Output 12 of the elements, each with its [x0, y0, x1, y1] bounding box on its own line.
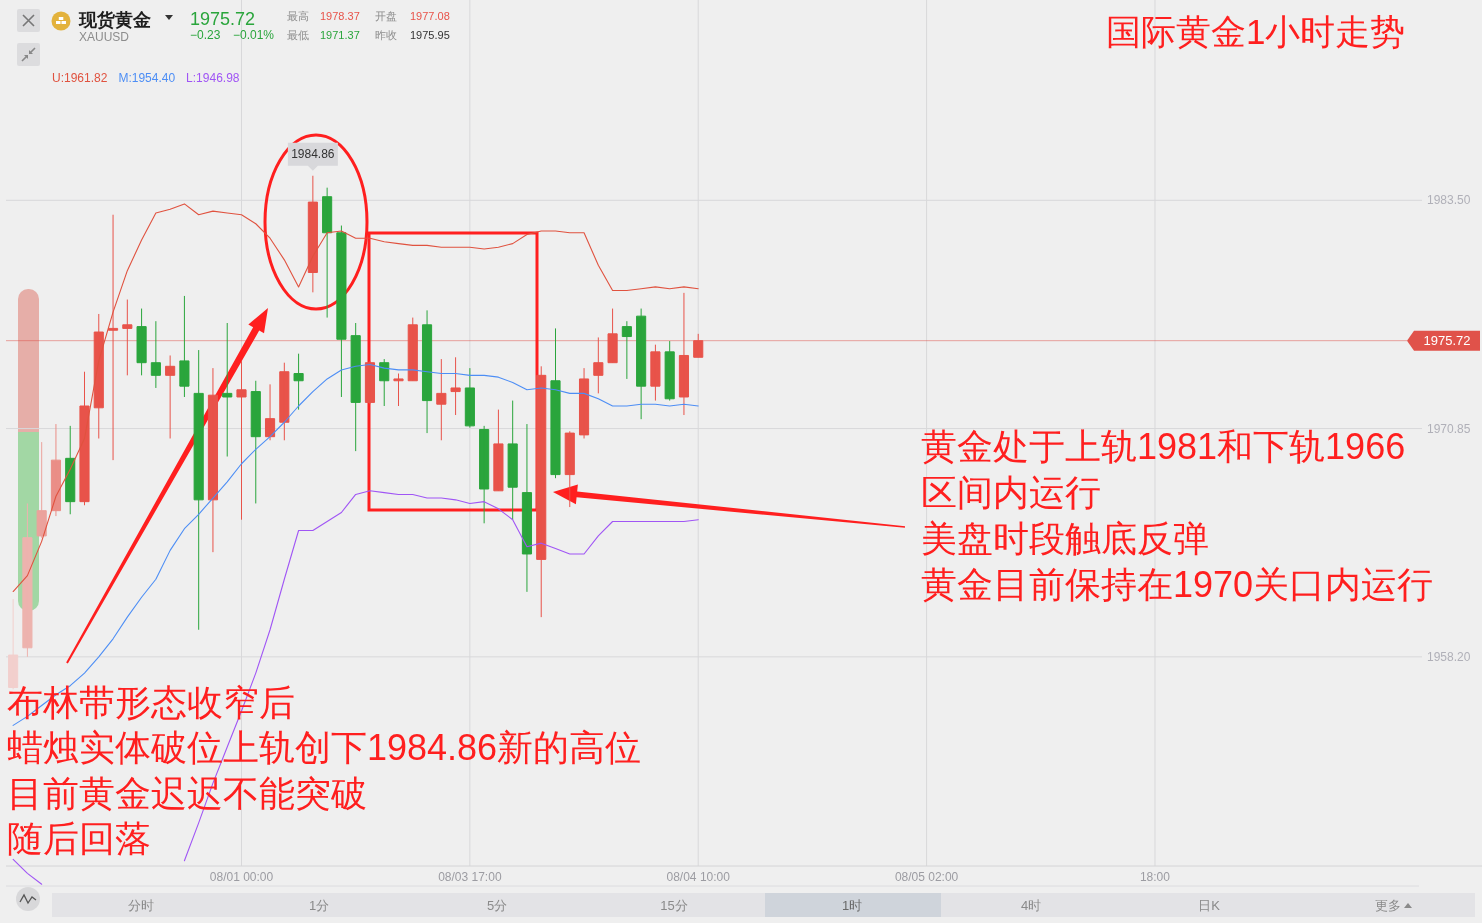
- x-tick-label: 08/04 10:00: [666, 870, 731, 884]
- y-tick-label: 1958.20: [1427, 649, 1471, 664]
- x-tick-label: 08/01 00:00: [209, 870, 274, 884]
- x-tick-label: 08/03 17:00: [438, 870, 502, 884]
- y-tick-label: 1983.50: [1427, 193, 1471, 208]
- legend: U:1961.82 M:1954.40 L:1946.98: [52, 71, 240, 85]
- x-tick-label: 08/05 02:00: [894, 870, 959, 884]
- ref-line-label: 1975.72: [1423, 333, 1471, 349]
- annotation: 1984.86: [291, 147, 335, 162]
- x-tick-label: 18:00: [1139, 870, 1171, 884]
- y-tick-label: 1970.85: [1427, 421, 1471, 436]
- title: 国际黄金1小时走势: [1106, 11, 1406, 51]
